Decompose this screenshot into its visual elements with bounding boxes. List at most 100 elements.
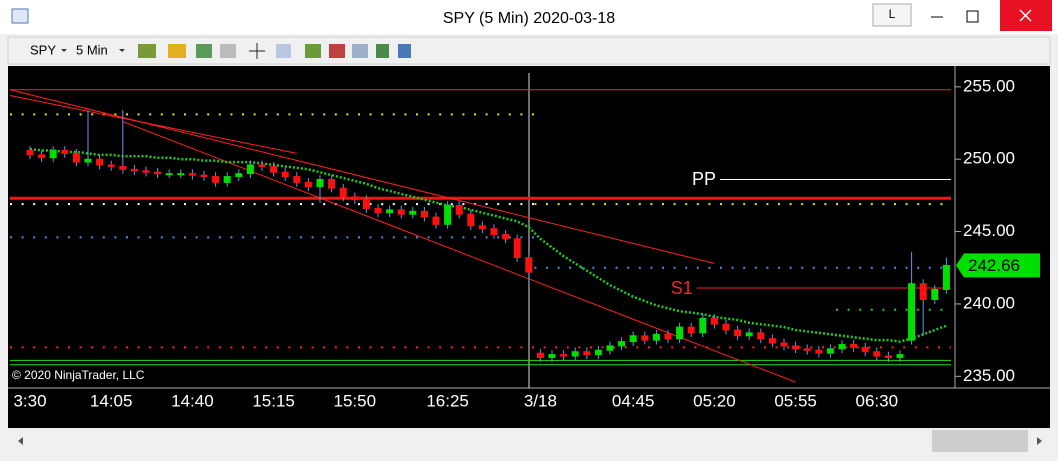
bar-style-icon[interactable]: [138, 44, 156, 58]
candle-body: [571, 351, 579, 357]
x-tick-label: 04:45: [612, 391, 655, 410]
candle-body: [815, 349, 823, 354]
candle-body: [246, 164, 254, 175]
candle-body: [687, 326, 695, 334]
candle-body: [478, 225, 486, 230]
layout-button[interactable]: [872, 3, 912, 27]
candle-body: [455, 205, 463, 215]
scroll-right[interactable]: [1037, 437, 1042, 445]
candle-body: [583, 351, 591, 356]
x-tick-label: 16:25: [426, 391, 469, 410]
strategy-icon[interactable]: [220, 44, 236, 58]
template-icon[interactable]: [352, 44, 368, 58]
candle-body: [328, 178, 336, 189]
layout-button-label: L: [889, 7, 896, 21]
y-tick-label: 235.00: [963, 366, 1015, 385]
copyright: © 2020 NinjaTrader, LLC: [12, 368, 145, 382]
last-price-label: 242.66: [968, 256, 1020, 275]
candle-body: [896, 354, 904, 358]
properties-icon[interactable]: [305, 44, 321, 58]
candle-body: [908, 283, 916, 341]
dollar-icon[interactable]: [376, 44, 389, 58]
scroll-thumb[interactable]: [932, 430, 1028, 452]
x-tick-label: 14:05: [90, 391, 133, 410]
candle-body: [513, 238, 521, 259]
candle-body: [641, 335, 649, 341]
candle-body: [676, 326, 684, 340]
dropdown-arrow: [119, 49, 125, 52]
candle-body: [142, 170, 150, 173]
candle-body: [699, 317, 707, 334]
candle-body: [177, 173, 185, 176]
candle-body: [861, 346, 869, 353]
candle-body: [490, 228, 498, 235]
candle-body: [780, 342, 788, 347]
candle-body: [745, 332, 753, 337]
candle-body: [304, 181, 312, 188]
candle-body: [664, 333, 672, 340]
candle-body: [919, 283, 927, 301]
candle-body: [165, 173, 173, 176]
candle-body: [803, 348, 811, 351]
candle-body: [409, 210, 417, 215]
candle-body: [432, 216, 440, 225]
candle-body: [652, 333, 660, 341]
toolbar: [7, 36, 1051, 65]
candle-body: [536, 352, 544, 358]
candle-body: [154, 171, 162, 175]
candle-body: [502, 233, 510, 240]
interval-selector[interactable]: 5 Min: [76, 42, 108, 57]
bars-icon[interactable]: [329, 44, 345, 58]
zoom-icon[interactable]: [276, 44, 291, 58]
trend-line: [9, 95, 297, 154]
indicator-icon[interactable]: [196, 44, 212, 58]
candle-body: [72, 152, 80, 163]
candle-body: [710, 317, 718, 325]
candle-body: [49, 150, 57, 159]
candle-body: [26, 150, 34, 156]
candle-body: [444, 205, 452, 225]
dropdown-arrow: [61, 49, 67, 52]
candle-body: [826, 348, 834, 354]
close-icon: [1019, 9, 1032, 22]
app-icon: [11, 8, 29, 24]
instrument-selector[interactable]: SPY: [30, 42, 56, 57]
candle-body: [316, 178, 324, 188]
scroll-left[interactable]: [18, 437, 23, 445]
candle-body: [606, 345, 614, 351]
candle-body: [525, 257, 533, 273]
candle-body: [374, 207, 382, 214]
draw-icon[interactable]: [168, 44, 186, 58]
candle-body: [107, 164, 115, 167]
candle-body: [942, 264, 950, 290]
candle-body: [200, 174, 208, 178]
candle-body: [629, 335, 637, 343]
candle-body: [270, 165, 278, 173]
x-tick-label: 14:40: [171, 391, 214, 410]
trend-line: [9, 89, 715, 264]
candle-body: [838, 343, 846, 350]
candle-body: [38, 154, 46, 159]
candle-body: [96, 158, 104, 166]
candle-body: [84, 158, 92, 163]
crosshair-icon[interactable]: [249, 43, 265, 59]
book-icon[interactable]: [398, 44, 411, 58]
candle-body: [397, 209, 405, 215]
candle-body: [212, 176, 220, 183]
candle-body: [850, 343, 858, 348]
plot: 235.00 240.00 245.00 250.00 255.00 3:30 14:05 1…: [9, 76, 1015, 410]
candle-body: [873, 351, 881, 357]
candle-body: [258, 164, 266, 167]
candle-body: [223, 176, 231, 183]
candle-body: [351, 196, 359, 201]
x-tick-label: 15:15: [252, 391, 295, 410]
maximize-button[interactable]: [966, 10, 979, 23]
candle-body: [560, 354, 568, 357]
x-tick-label: 3/18: [524, 391, 557, 410]
candle-body: [119, 165, 127, 170]
y-tick-label: 250.00: [963, 149, 1015, 168]
toolbar-icons: [138, 43, 411, 59]
candle-body: [792, 345, 800, 350]
y-tick-label: 245.00: [963, 221, 1015, 240]
scrollbar[interactable]: [8, 430, 1050, 452]
